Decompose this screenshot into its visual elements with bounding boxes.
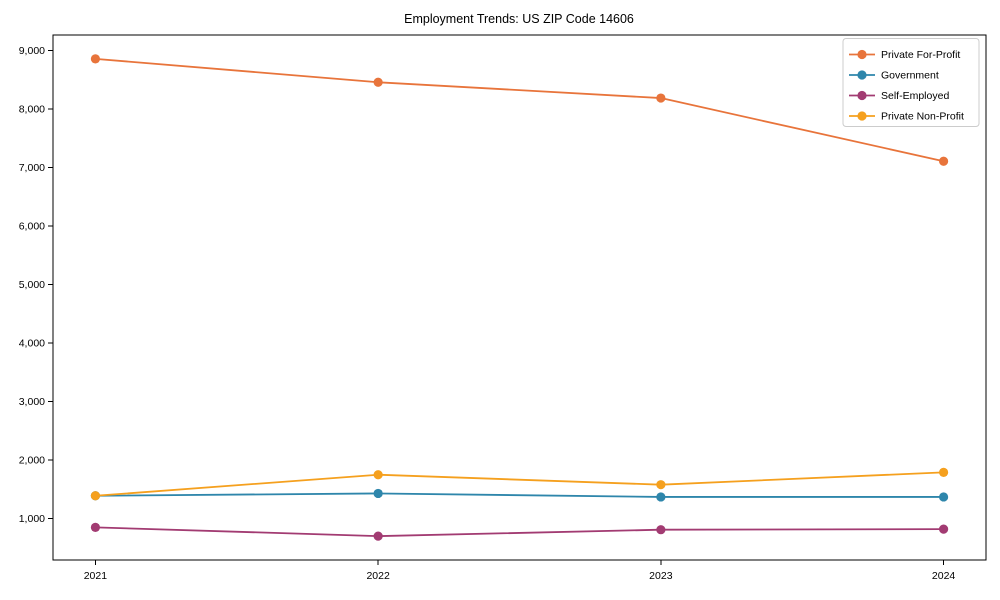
- data-point-marker: [938, 156, 949, 166]
- y-tick-label: 2,000: [19, 455, 45, 467]
- series-line: [95, 57, 944, 163]
- series-line: [95, 471, 944, 497]
- x-tick-label: 2023: [649, 570, 673, 582]
- plot-border: [52, 34, 987, 561]
- legend-label: Private Non-Profit: [881, 111, 964, 123]
- data-point-marker: [938, 524, 949, 534]
- x-tick-label: 2021: [84, 570, 108, 582]
- legend-label: Self-Employed: [881, 90, 949, 102]
- data-point-marker: [373, 470, 383, 480]
- chart-title: Employment Trends: US ZIP Code 14606: [404, 12, 634, 26]
- x-tick-label: 2024: [932, 570, 956, 582]
- legend-marker: [857, 90, 867, 101]
- y-tick-label: 6,000: [19, 221, 45, 233]
- legend-marker: [857, 49, 867, 60]
- y-tick-label: 8,000: [19, 104, 45, 116]
- legend-box: [842, 38, 980, 127]
- legend-marker: [857, 70, 867, 80]
- legend: Private For-Profit Government Self-Employe…: [842, 38, 980, 127]
- data-point-marker: [656, 492, 666, 502]
- legend-label: Private For-Profit: [881, 49, 960, 61]
- legend-item: Private Non-Profit: [849, 111, 964, 123]
- legend-marker: [857, 111, 867, 121]
- data-point-marker: [938, 467, 949, 477]
- x-tick-label: 2022: [366, 570, 390, 582]
- y-tick-label: 7,000: [19, 162, 45, 174]
- legend-item: Government: [849, 70, 939, 82]
- series-line: [95, 492, 944, 498]
- data-point-marker: [656, 480, 666, 490]
- data-point-marker: [90, 54, 101, 64]
- y-tick-label: 4,000: [19, 338, 45, 350]
- data-point-marker: [938, 492, 949, 502]
- y-tick-label: 5,000: [19, 279, 45, 291]
- y-tick-label: 3,000: [19, 396, 45, 408]
- legend-label: Government: [881, 70, 939, 82]
- plot-area: 1,000 2,000 3,000 4,000 5,000 6,000 7,000 8,000…: [19, 34, 987, 582]
- legend-item: Private For-Profit: [849, 49, 960, 61]
- data-point-marker: [656, 93, 666, 103]
- series-lines: [90, 54, 949, 541]
- data-point-marker: [90, 522, 101, 532]
- data-point-marker: [373, 531, 383, 541]
- data-point-marker: [373, 488, 383, 499]
- y-tick-label: 9,000: [19, 45, 45, 57]
- data-point-marker: [656, 525, 666, 535]
- data-point-marker: [90, 491, 101, 501]
- legend-item: Self-Employed: [849, 90, 949, 102]
- data-point-marker: [373, 77, 383, 87]
- series-line: [95, 526, 944, 538]
- y-tick-label: 1,000: [19, 513, 45, 525]
